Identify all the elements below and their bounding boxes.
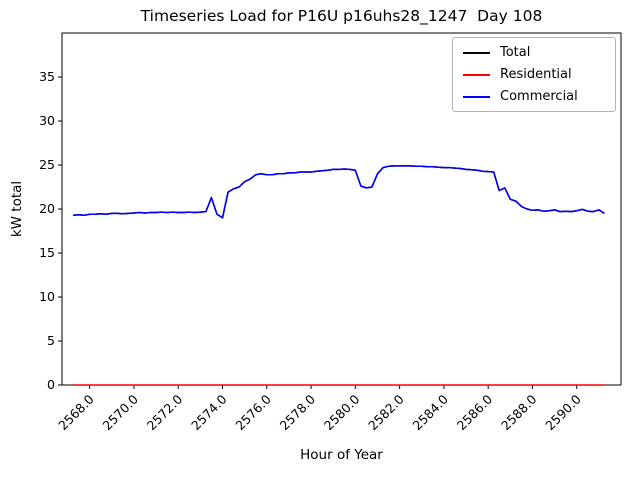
x-tick-label: 2584.0 [409, 391, 451, 433]
legend-line-swatch-total [463, 51, 490, 54]
y-tick-label: 0 [47, 377, 55, 392]
y-tick-label: 35 [39, 69, 55, 84]
chart-title: Timeseries Load for P16U p16uhs28_1247 D… [140, 7, 543, 25]
x-tick-label: 2586.0 [454, 391, 496, 433]
x-axis-label: Hour of Year [300, 447, 383, 463]
y-tick-label: 30 [39, 113, 55, 128]
y-axis-label: kW total [9, 180, 26, 238]
series-line-total [73, 165, 605, 219]
y-tick-label: 5 [47, 333, 55, 348]
x-tick-label: 2580.0 [321, 391, 363, 433]
legend-line-swatch-commercial [463, 95, 490, 98]
series-line-commercial [73, 165, 605, 219]
x-tick-label: 2588.0 [498, 391, 540, 433]
x-tick-label: 2574.0 [188, 391, 230, 433]
y-axis-label-wrap: kW total [6, 33, 28, 385]
y-tick-label: 15 [39, 245, 55, 260]
x-tick-label: 2570.0 [100, 391, 142, 433]
legend-entry-commercial: Commercial [463, 90, 603, 103]
legend: Total Residential Commercial [452, 37, 616, 112]
legend-entry-total: Total [463, 46, 603, 59]
x-tick-label: 2568.0 [55, 391, 97, 433]
x-tick-label: 2576.0 [232, 391, 274, 433]
x-tick-label: 2582.0 [365, 391, 407, 433]
legend-label-residential: Residential [500, 67, 572, 82]
legend-line-swatch-residential [463, 73, 490, 76]
x-tick-label: 2590.0 [542, 391, 584, 433]
x-tick-label: 2578.0 [277, 391, 319, 433]
legend-label-commercial: Commercial [500, 89, 578, 104]
legend-entry-residential: Residential [463, 68, 603, 81]
legend-label-total: Total [500, 45, 531, 60]
y-tick-label: 25 [39, 157, 55, 172]
y-tick-label: 10 [39, 289, 55, 304]
y-tick-label: 20 [39, 201, 55, 216]
x-tick-label: 2572.0 [144, 391, 186, 433]
